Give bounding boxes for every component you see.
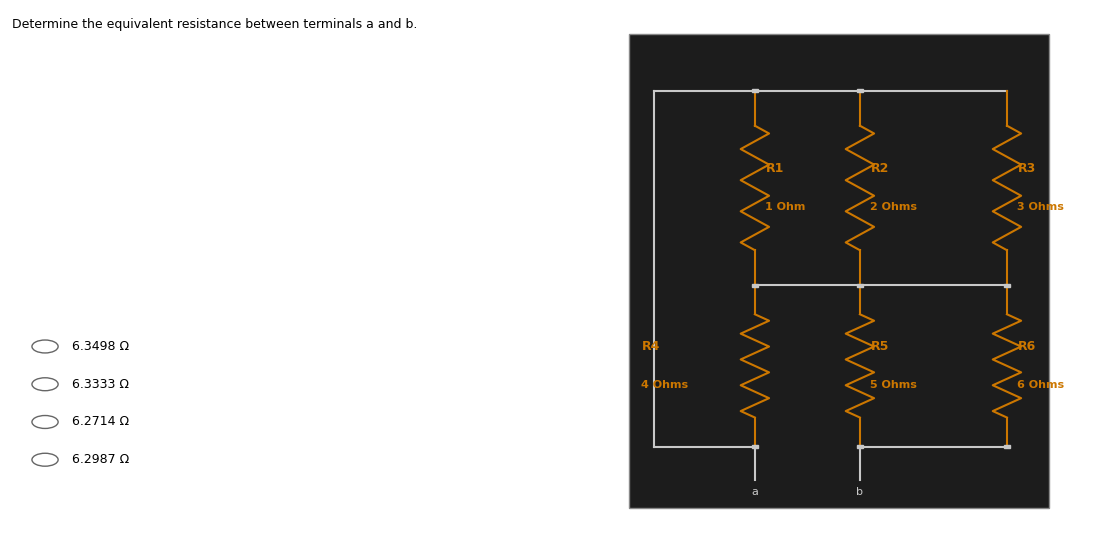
Text: 5 Ohms: 5 Ohms (871, 380, 917, 390)
Bar (1003, 445, 1010, 448)
Text: 2 Ohms: 2 Ohms (871, 202, 918, 212)
Bar (752, 445, 758, 448)
Text: 4 Ohms: 4 Ohms (641, 380, 688, 390)
Text: b: b (857, 487, 863, 497)
Text: Determine the equivalent resistance between terminals a and b.: Determine the equivalent resistance betw… (12, 17, 418, 30)
Bar (857, 445, 863, 448)
Text: a: a (752, 487, 758, 497)
Text: 3 Ohms: 3 Ohms (1017, 202, 1064, 212)
Bar (857, 89, 863, 92)
Text: R5: R5 (871, 340, 888, 353)
Text: R1: R1 (766, 163, 783, 176)
Text: 6.3333 Ω: 6.3333 Ω (72, 378, 129, 391)
Bar (1003, 283, 1010, 287)
Text: 6.3498 Ω: 6.3498 Ω (72, 340, 129, 353)
Bar (752, 89, 758, 92)
Bar (752, 283, 758, 287)
Text: 6 Ohms: 6 Ohms (1017, 380, 1064, 390)
Text: 1 Ohm: 1 Ohm (766, 202, 806, 212)
Text: 6.2987 Ω: 6.2987 Ω (72, 453, 129, 466)
FancyBboxPatch shape (629, 34, 1049, 508)
Bar (857, 283, 863, 287)
Text: R6: R6 (1017, 340, 1036, 353)
Text: R3: R3 (1017, 163, 1036, 176)
Text: R2: R2 (871, 163, 888, 176)
Text: R4: R4 (641, 340, 660, 353)
Text: 6.2714 Ω: 6.2714 Ω (72, 416, 129, 429)
